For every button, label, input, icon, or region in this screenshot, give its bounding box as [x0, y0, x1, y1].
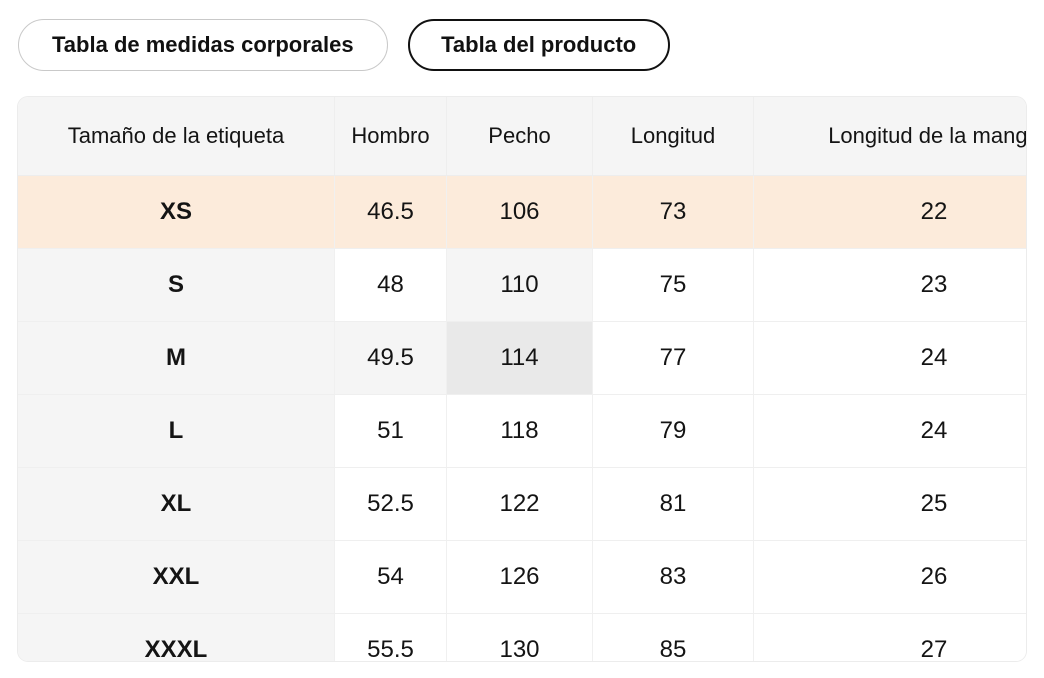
column-header-1: Hombro	[335, 97, 447, 176]
column-header-4: Longitud de la manga	[754, 97, 1026, 176]
measurement-cell-L-Pecho[interactable]: 118	[447, 395, 593, 468]
tab-body-measurements[interactable]: Tabla de medidas corporales	[18, 19, 388, 71]
table-row-XL: XL 52.5 122 81 25	[18, 468, 1026, 541]
measurement-cell-XS-Pecho[interactable]: 106	[447, 176, 593, 249]
measurement-cell-M-Hombro[interactable]: 49.5	[335, 322, 447, 395]
measurement-cell-XXL-Pecho[interactable]: 126	[447, 541, 593, 614]
size-guide-page: Tabla de medidas corporales Tabla del pr…	[18, 19, 1026, 661]
measurement-cell-XL-Pecho[interactable]: 122	[447, 468, 593, 541]
table-row-M: M 49.5 114 77 24	[18, 322, 1026, 395]
measurement-cell-L-Hombro[interactable]: 51	[335, 395, 447, 468]
table-row-XXXL: XXXL 55.5 130 85 27	[18, 614, 1026, 661]
measurement-cell-XXXL-Pecho[interactable]: 130	[447, 614, 593, 661]
measurement-cell-XL-Longitud[interactable]: 81	[593, 468, 754, 541]
measurement-cell-XXL-Hombro[interactable]: 54	[335, 541, 447, 614]
measurement-cell-L-Longitud de la manga[interactable]: 24	[754, 395, 1026, 468]
measurement-cell-S-Pecho[interactable]: 110	[447, 249, 593, 322]
size-label-cell-XXXL[interactable]: XXXL	[18, 614, 335, 661]
measurement-cell-XXXL-Longitud[interactable]: 85	[593, 614, 754, 661]
table-row-XXL: XXL 54 126 83 26	[18, 541, 1026, 614]
table-row-XS: XS 46.5 106 73 22	[18, 176, 1026, 249]
column-header-0: Tamaño de la etiqueta	[18, 97, 335, 176]
size-label-cell-M[interactable]: M	[18, 322, 335, 395]
size-label-cell-S[interactable]: S	[18, 249, 335, 322]
table-row-L: L 51 118 79 24	[18, 395, 1026, 468]
measurement-cell-M-Pecho[interactable]: 114	[447, 322, 593, 395]
size-chart-scroll-container[interactable]: Tamaño de la etiqueta Hombro Pecho Longitud…	[18, 97, 1026, 661]
measurement-cell-S-Longitud de la manga[interactable]: 23	[754, 249, 1026, 322]
tab-bar: Tabla de medidas corporales Tabla del pr…	[18, 19, 1026, 71]
measurement-cell-S-Hombro[interactable]: 48	[335, 249, 447, 322]
table-row-S: S 48 110 75 23	[18, 249, 1026, 322]
size-label-cell-L[interactable]: L	[18, 395, 335, 468]
column-header-2: Pecho	[447, 97, 593, 176]
measurement-cell-XXXL-Hombro[interactable]: 55.5	[335, 614, 447, 661]
size-chart-table: Tamaño de la etiqueta Hombro Pecho Longitud…	[18, 97, 1026, 661]
measurement-cell-XS-Longitud[interactable]: 73	[593, 176, 754, 249]
size-label-cell-XXL[interactable]: XXL	[18, 541, 335, 614]
measurement-cell-XXXL-Longitud de la manga[interactable]: 27	[754, 614, 1026, 661]
measurement-cell-L-Longitud[interactable]: 79	[593, 395, 754, 468]
measurement-cell-XS-Longitud de la manga[interactable]: 22	[754, 176, 1026, 249]
measurement-cell-M-Longitud[interactable]: 77	[593, 322, 754, 395]
measurement-cell-XXL-Longitud de la manga[interactable]: 26	[754, 541, 1026, 614]
size-label-cell-XL[interactable]: XL	[18, 468, 335, 541]
measurement-cell-XXL-Longitud[interactable]: 83	[593, 541, 754, 614]
table-header-row: Tamaño de la etiqueta Hombro Pecho Longitud…	[18, 97, 1026, 176]
measurement-cell-S-Longitud[interactable]: 75	[593, 249, 754, 322]
measurement-cell-XS-Hombro[interactable]: 46.5	[335, 176, 447, 249]
tab-product-chart[interactable]: Tabla del producto	[407, 19, 670, 71]
size-label-cell-XS[interactable]: XS	[18, 176, 335, 249]
measurement-cell-XL-Longitud de la manga[interactable]: 25	[754, 468, 1026, 541]
measurement-cell-XL-Hombro[interactable]: 52.5	[335, 468, 447, 541]
measurement-cell-M-Longitud de la manga[interactable]: 24	[754, 322, 1026, 395]
column-header-3: Longitud	[593, 97, 754, 176]
